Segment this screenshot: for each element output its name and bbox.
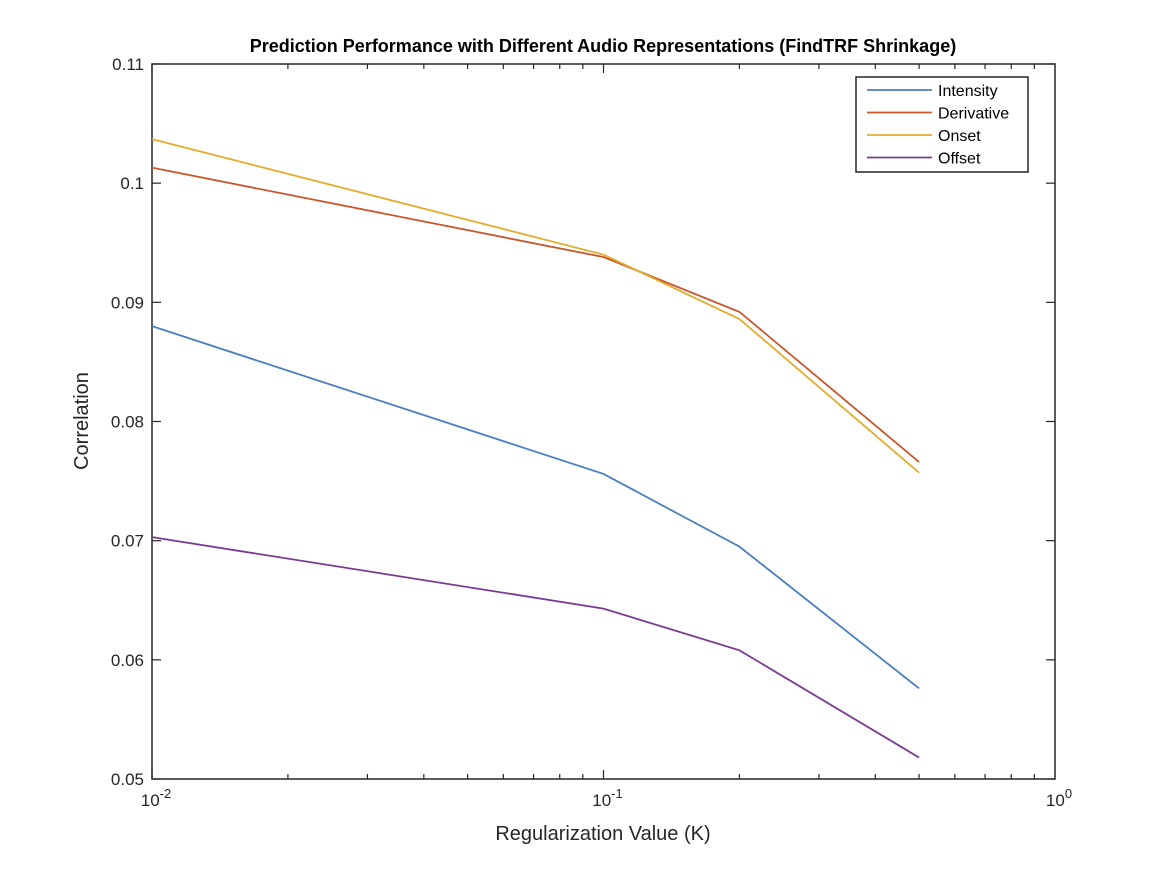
y-tick-label: 0.1 [120, 174, 144, 193]
x-axis-label: Regularization Value (K) [495, 823, 710, 845]
chart-title: Prediction Performance with Different Au… [250, 36, 956, 56]
x-tick-label: 10-1 [592, 786, 622, 810]
x-tick-label: 100 [1046, 786, 1072, 810]
legend-label: Offset [938, 151, 981, 168]
series-line-onset [151, 138, 920, 474]
y-tick-label: 0.06 [111, 651, 144, 670]
legend-box [855, 76, 1029, 173]
legend-label: Derivative [938, 106, 1009, 123]
y-tick-label: 0.08 [111, 413, 144, 432]
series-line-offset [151, 536, 920, 759]
y-tick-label: 0.11 [112, 55, 144, 74]
y-axis-label: Correlation [71, 372, 93, 470]
legend-label: Onset [938, 128, 981, 145]
y-tick-label: 0.07 [111, 532, 144, 551]
y-tick-label: 0.09 [111, 293, 144, 312]
x-tick-label: 10-2 [141, 786, 171, 810]
y-tick-label: 0.05 [111, 770, 144, 789]
series-line-derivative [151, 166, 920, 463]
legend-label: Intensity [938, 83, 998, 100]
series-line-intensity [151, 325, 920, 690]
